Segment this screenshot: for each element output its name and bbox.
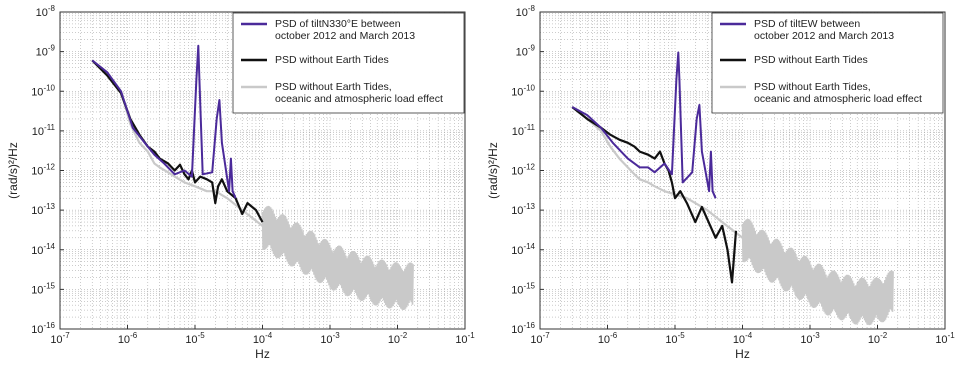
chart-panel: 10-7 10-6 10-5 10-4 10-3 10-2 10-1 10-8 10-9 10-1… [486, 4, 955, 361]
x-tick-label: 10-7 [530, 331, 550, 346]
x-tick-label: 10-1 [455, 331, 475, 346]
y-tick-label: 10-15 [511, 281, 535, 296]
x-axis-label: Hz [735, 347, 750, 361]
y-axis-label: (rad/s)²/Hz [6, 142, 20, 199]
x-tick-label: 10-1 [935, 331, 955, 346]
y-tick-label: 10-10 [31, 83, 55, 98]
legend-box [232, 12, 465, 114]
y-axis-label: (rad/s)²/Hz [486, 142, 500, 199]
x-tick-label: 10-5 [665, 331, 685, 346]
legend-label: PSD without Earth Tides, [275, 81, 392, 93]
y-tick-label: 10-13 [31, 202, 55, 217]
y-tick-label: 10-13 [511, 202, 535, 217]
y-tick-label: 10-8 [516, 4, 536, 19]
x-tick-label: 10-4 [253, 331, 273, 346]
x-tick-label: 10-2 [868, 331, 888, 346]
y-tick-label: 10-11 [32, 123, 56, 138]
y-tick-label: 10-16 [511, 321, 535, 336]
series-line-0 [571, 51, 717, 199]
y-tick-label: 10-10 [511, 83, 535, 98]
y-tick-label: 10-9 [516, 44, 536, 59]
legend-label: PSD of tiltEW between [754, 18, 860, 30]
y-tick-label: 10-12 [511, 163, 535, 178]
legend-label: oceanic and atmospheric load effect [754, 93, 922, 105]
y-tick-label: 10-15 [31, 281, 55, 296]
x-tick-label: 10-5 [185, 331, 205, 346]
series-noise-band [741, 218, 894, 326]
x-tick-label: 10-6 [118, 331, 138, 346]
x-tick-label: 10-7 [50, 331, 70, 346]
y-tick-label: 10-14 [31, 242, 55, 257]
y-tick-label: 10-11 [512, 123, 536, 138]
legend-label: PSD of tiltN330°E between [275, 18, 401, 30]
x-axis-label: Hz [255, 347, 270, 361]
y-tick-label: 10-12 [31, 163, 55, 178]
legend-label: PSD without Earth Tides [754, 54, 868, 66]
y-tick-label: 10-8 [36, 4, 56, 19]
x-tick-label: 10-2 [388, 331, 408, 346]
x-tick-label: 10-3 [320, 331, 340, 346]
series-line-0 [91, 44, 237, 199]
x-tick-label: 10-6 [598, 331, 618, 346]
legend-label: october 2012 and March 2013 [275, 30, 415, 42]
legend-label: oceanic and atmospheric load effect [275, 93, 443, 105]
chart-panel: 10-7 10-6 10-5 10-4 10-3 10-2 10-1 10-8 10-9 10-1… [6, 4, 475, 361]
x-tick-label: 10-4 [733, 331, 753, 346]
legend-label: october 2012 and March 2013 [754, 30, 894, 42]
y-tick-label: 10-16 [31, 321, 55, 336]
legend-label: PSD without Earth Tides [275, 54, 389, 66]
y-tick-label: 10-9 [36, 44, 56, 59]
x-tick-label: 10-3 [800, 331, 820, 346]
legend-label: PSD without Earth Tides, [754, 81, 871, 93]
series-group [91, 44, 414, 311]
y-tick-label: 10-14 [511, 242, 535, 257]
legend-box [711, 12, 944, 114]
series-noise-band [261, 205, 414, 311]
series-group [571, 51, 894, 326]
